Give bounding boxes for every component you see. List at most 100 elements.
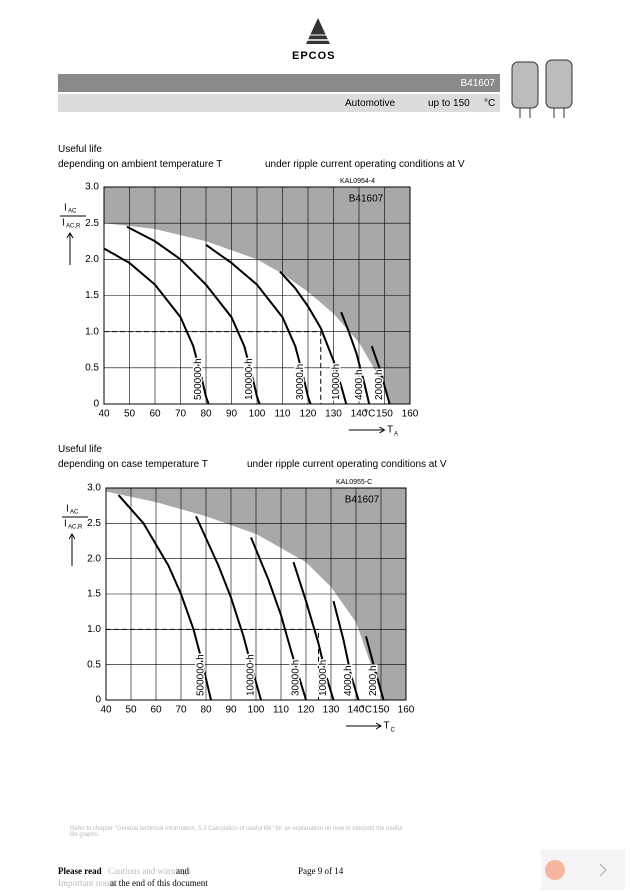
footer-text: and — [176, 866, 189, 876]
chart: 40 50 60 70 80 90 100 110 120 130 140 150 160 0 0.5 1.0… — [60, 178, 419, 438]
life-curve — [332, 600, 360, 701]
footer-text: Please read — [58, 866, 102, 876]
y-arrow — [66, 232, 74, 265]
section-title: Useful life — [58, 144, 102, 155]
life-curve — [365, 636, 385, 701]
curve-label: 500000 h — [193, 358, 204, 400]
reference-line — [104, 331, 322, 404]
footer-link[interactable]: Cautions and warnings — [108, 866, 191, 876]
curve-label: 4000 h — [354, 369, 365, 400]
curve-label: 2000 h — [374, 369, 385, 400]
footer-link[interactable]: Important notes — [58, 878, 115, 888]
x-tick-label: 50 — [125, 705, 137, 716]
subheader-bar — [58, 94, 500, 112]
footer-text: at the end of this document — [110, 878, 208, 888]
section-title: Useful life — [58, 444, 102, 455]
y-tick-label: 2.5 — [87, 518, 101, 529]
x-tick-label: 70 — [175, 705, 187, 716]
x-unit: °C — [361, 705, 372, 716]
y-label: I — [64, 519, 67, 530]
y-arrow — [68, 533, 76, 566]
segment: Automotive — [345, 98, 396, 109]
y-label-sub: AC — [70, 510, 79, 516]
y-label: I — [62, 218, 65, 229]
x-label: T — [387, 425, 393, 436]
life-curve — [292, 561, 335, 701]
x-unit: °C — [364, 409, 375, 420]
y-label: I — [64, 203, 67, 214]
x-label-sub: A — [394, 432, 398, 438]
y-tick-label: 1.0 — [85, 326, 99, 337]
curve-label: 500000 h — [196, 654, 207, 696]
life-curve — [370, 345, 391, 405]
curve-label: 10000 h — [318, 660, 329, 696]
x-tick-label: 100 — [248, 705, 265, 716]
next-arrow[interactable] — [599, 863, 607, 877]
temp-unit: °C — [484, 98, 496, 109]
series-label: B41607 — [349, 194, 384, 205]
reference-line — [106, 628, 319, 700]
life-curve — [205, 244, 312, 405]
y-tick-label: 1.5 — [87, 589, 101, 600]
curve-label: 4000 h — [343, 665, 354, 696]
y-tick-label: 2.0 — [87, 553, 101, 564]
life-curve — [117, 494, 212, 701]
y-tick-label: 0.5 — [85, 362, 99, 373]
y-tick-label: 3.0 — [87, 483, 101, 494]
life-curve — [250, 537, 307, 701]
x-tick-label: 140 — [351, 409, 368, 420]
y-tick-label: 1.5 — [85, 290, 99, 301]
chart: 40 50 60 70 80 90 100 110 120 130 140 150 160 0 0.5 1.0… — [62, 479, 415, 734]
x-tick-label: 80 — [200, 409, 212, 420]
x-tick-label: 70 — [175, 409, 187, 420]
y-tick-label: 0.5 — [87, 659, 101, 670]
x-tick-label: 120 — [300, 409, 317, 420]
curve-label: 30000 h — [291, 660, 302, 696]
section-text: under ripple current operating condition… — [247, 459, 447, 470]
x-tick-label: 130 — [325, 409, 342, 420]
y-label-sub: AC — [68, 209, 77, 215]
footnote: Refer to chapter "General technical info… — [70, 826, 403, 838]
x-tick-label: 60 — [149, 409, 161, 420]
y-label-sub: AC,R — [66, 224, 81, 230]
curve-label: 100000 h — [244, 358, 255, 400]
viewer-logo — [545, 860, 565, 880]
life-curve — [195, 515, 262, 701]
life-curve — [103, 247, 210, 405]
x-tick-label: 50 — [124, 409, 136, 420]
y-tick-label: 2.0 — [85, 254, 99, 265]
x-tick-label: 120 — [298, 705, 315, 716]
curve-label: 30000 h — [295, 364, 306, 400]
x-label-sub: C — [391, 728, 396, 734]
x-tick-label: 40 — [100, 705, 112, 716]
annotation: KAL0954-4 — [340, 178, 375, 185]
series-label: B41607 — [345, 495, 380, 506]
x-tick-label: 160 — [398, 705, 415, 716]
x-arrow — [346, 722, 382, 730]
brand: EPCOS — [292, 50, 336, 62]
x-tick-label: 80 — [200, 705, 212, 716]
x-tick-label: 60 — [150, 705, 162, 716]
x-tick-label: 110 — [275, 409, 291, 420]
part-number: B41607 — [460, 78, 495, 89]
x-tick-label: 130 — [323, 705, 340, 716]
header-bar — [58, 74, 500, 92]
annotation: KAL0955-C — [336, 479, 372, 486]
x-tick-label: 150 — [376, 409, 393, 420]
section-text: depending on ambient temperature T — [58, 159, 223, 170]
curve-label: 100000 h — [246, 654, 257, 696]
x-tick-label: 100 — [249, 409, 266, 420]
x-tick-label: 160 — [402, 409, 419, 420]
plot-frame — [105, 487, 407, 701]
curve-label: 2000 h — [368, 665, 379, 696]
life-curve — [279, 270, 348, 405]
temp: up to 150 — [428, 98, 470, 109]
life-curve — [126, 225, 261, 405]
y-tick-label: 3.0 — [85, 182, 99, 193]
x-label: T — [384, 721, 390, 732]
x-tick-label: 90 — [225, 705, 237, 716]
y-label: I — [66, 504, 69, 515]
plot-frame — [103, 186, 411, 405]
